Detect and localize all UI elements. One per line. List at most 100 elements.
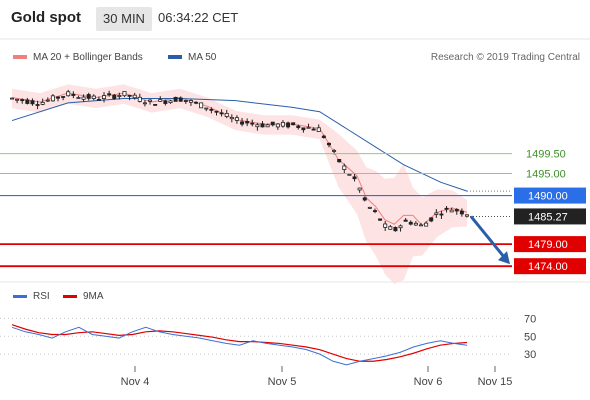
support-label: 1474.00 bbox=[528, 261, 568, 273]
legend-label-ma20: MA 20 + Bollinger Bands bbox=[33, 52, 143, 63]
candle-body bbox=[383, 223, 388, 228]
candle-body bbox=[204, 107, 209, 110]
candle-body bbox=[439, 213, 444, 216]
candle-body bbox=[188, 100, 193, 103]
candle-body bbox=[234, 117, 239, 121]
candle-body bbox=[378, 218, 383, 221]
candle-body bbox=[434, 212, 439, 215]
candle-body bbox=[209, 108, 214, 111]
candle-body bbox=[15, 98, 20, 101]
legend-item-bollinger: MA 20 + Bollinger Bands bbox=[13, 52, 143, 63]
candle-body bbox=[112, 94, 117, 99]
candle-body bbox=[367, 206, 372, 209]
candle-body bbox=[76, 97, 81, 99]
support-label: 1479.00 bbox=[528, 239, 568, 251]
candle-body bbox=[418, 224, 423, 227]
candle-body bbox=[163, 100, 168, 104]
candle-body bbox=[265, 124, 270, 128]
candle-body bbox=[91, 95, 96, 99]
rsi-tick-label: 30 bbox=[524, 349, 536, 361]
candle-body bbox=[214, 110, 219, 113]
candle-body bbox=[183, 100, 188, 102]
candle-body bbox=[158, 99, 163, 102]
candle-body bbox=[132, 94, 137, 99]
candle-body bbox=[219, 112, 224, 115]
candle-body bbox=[286, 122, 291, 128]
candle-body bbox=[107, 93, 112, 96]
candle-body bbox=[194, 101, 199, 104]
candle-body bbox=[311, 128, 316, 131]
rsi-line bbox=[11, 326, 468, 366]
candle-body bbox=[250, 122, 255, 125]
legend-item-rsi: RSI bbox=[13, 291, 50, 302]
x-tick-label: Nov 5 bbox=[268, 376, 297, 388]
x-tick-label: Nov 15 bbox=[478, 376, 513, 388]
candle-body bbox=[71, 93, 76, 96]
candle-body bbox=[81, 96, 86, 100]
candle-body bbox=[20, 99, 25, 102]
candle-body bbox=[291, 122, 296, 126]
legend-swatch-ma20 bbox=[13, 55, 27, 60]
projection-arrow-shaft bbox=[469, 215, 507, 260]
candle-body bbox=[301, 127, 306, 131]
candle-body bbox=[137, 96, 142, 102]
legend-label-9ma: 9MA bbox=[83, 291, 104, 302]
legend-item-ma50: MA 50 bbox=[168, 52, 216, 63]
legend-label-ma50: MA 50 bbox=[188, 52, 217, 63]
candle-body bbox=[142, 102, 147, 105]
candle-body bbox=[40, 101, 45, 105]
candle-body bbox=[342, 165, 347, 170]
legend-swatch-9ma bbox=[63, 294, 77, 298]
candle-body bbox=[388, 226, 393, 230]
candle-body bbox=[255, 124, 260, 128]
last-price-label: 1485.27 bbox=[528, 211, 568, 223]
candle-body bbox=[122, 91, 127, 97]
candle-body bbox=[168, 100, 173, 104]
x-tick-label: Nov 6 bbox=[414, 376, 443, 388]
candle-body bbox=[45, 99, 50, 102]
candle-body bbox=[326, 142, 331, 146]
candle-body bbox=[424, 222, 429, 227]
candle-body bbox=[229, 117, 234, 120]
candle-body bbox=[173, 96, 178, 102]
pivot-label: 1490.00 bbox=[528, 191, 568, 203]
projection-arrow-head bbox=[498, 251, 510, 265]
legend-item-9ma: 9MA bbox=[63, 291, 104, 302]
candle-body bbox=[9, 97, 14, 100]
candle-body bbox=[408, 221, 413, 225]
candle-body bbox=[61, 96, 66, 98]
candle-body bbox=[86, 94, 91, 99]
resistance-label: 1495.00 bbox=[526, 169, 566, 181]
candle-body bbox=[347, 173, 352, 176]
candle-body bbox=[224, 112, 229, 117]
candle-body bbox=[66, 91, 71, 97]
candle-body bbox=[429, 217, 434, 222]
legend-label-rsi: RSI bbox=[33, 291, 50, 302]
candle-body bbox=[260, 123, 265, 128]
support-label-box bbox=[514, 236, 586, 253]
support-label-box bbox=[514, 258, 586, 275]
resistance-label: 1499.50 bbox=[526, 149, 566, 161]
candle-body bbox=[337, 159, 342, 163]
candle-body bbox=[56, 96, 61, 99]
x-tick-label: Nov 4 bbox=[121, 376, 150, 388]
candle-body bbox=[459, 210, 464, 215]
candle-body bbox=[240, 121, 245, 125]
candle-body bbox=[393, 226, 398, 232]
candle-body bbox=[96, 99, 101, 101]
candle-body bbox=[30, 100, 35, 105]
candle-body bbox=[270, 121, 275, 126]
legend-swatch-rsi bbox=[13, 294, 27, 298]
candle-body bbox=[153, 104, 158, 106]
candle-body bbox=[296, 125, 301, 128]
candle-body bbox=[321, 135, 326, 139]
research-credit: Research © 2019 Trading Central bbox=[430, 52, 580, 63]
candle-body bbox=[102, 95, 107, 100]
candle-body bbox=[127, 94, 132, 97]
legend-swatch-ma50 bbox=[168, 55, 182, 60]
timeframe-selector[interactable]: 30 MIN bbox=[96, 7, 152, 31]
candle-body bbox=[357, 187, 362, 191]
bollinger-band bbox=[12, 84, 467, 284]
last-price-box bbox=[514, 208, 586, 225]
